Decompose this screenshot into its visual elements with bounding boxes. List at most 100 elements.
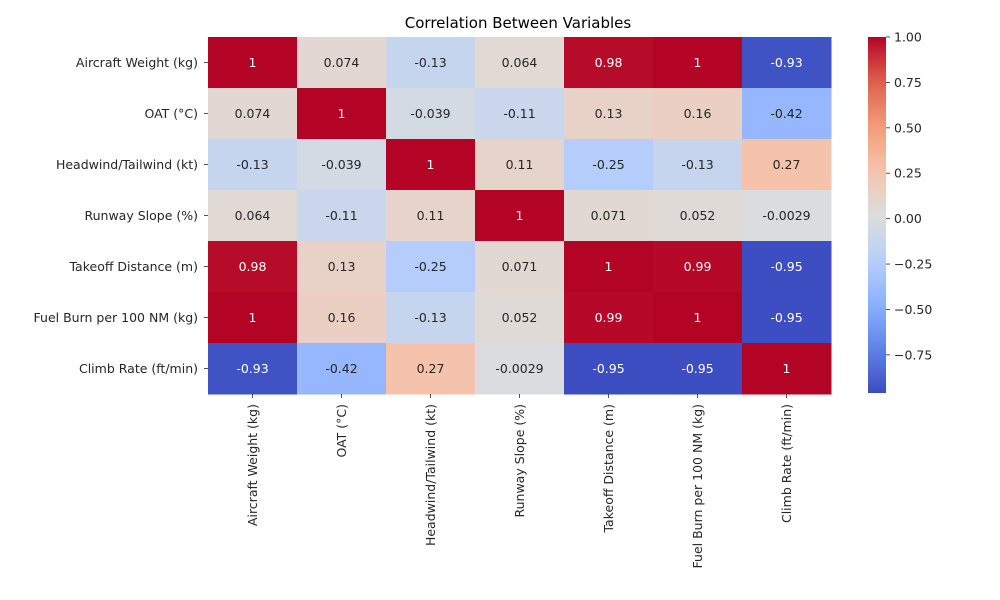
heatmap-cell xyxy=(742,190,832,242)
cell-value-label: 1 xyxy=(338,106,346,121)
heatmap-cell xyxy=(653,139,743,191)
heatmap-cell xyxy=(742,292,832,344)
cell-value-label: 0.13 xyxy=(328,259,356,274)
cell-value-label: 0.052 xyxy=(680,208,716,223)
cell-value-label: -0.13 xyxy=(414,55,446,70)
x-tick-label: Fuel Burn per 100 NM (kg) xyxy=(690,404,705,568)
cell-value-label: 1 xyxy=(249,310,257,325)
heatmap-cell xyxy=(297,292,387,344)
cell-value-label: 1 xyxy=(249,55,257,70)
cell-value-label: -0.93 xyxy=(236,361,268,376)
chart-title: Correlation Between Variables xyxy=(405,14,632,32)
cell-value-label: -0.039 xyxy=(410,106,450,121)
heatmap-cell xyxy=(386,292,476,344)
cell-value-label: 1 xyxy=(427,157,435,172)
heatmap-cell xyxy=(475,139,565,191)
heatmap-cell xyxy=(653,241,743,293)
x-tick-label: OAT (°C) xyxy=(334,404,349,458)
cell-value-label: 0.071 xyxy=(591,208,627,223)
cell-value-label: 0.074 xyxy=(324,55,360,70)
cell-value-label: 0.071 xyxy=(502,259,538,274)
cell-value-label: 1 xyxy=(783,361,791,376)
cell-value-label: -0.95 xyxy=(592,361,624,376)
heatmap-cell xyxy=(564,292,654,344)
heatmap-cell xyxy=(742,37,832,89)
heatmap-cell xyxy=(208,37,298,89)
heatmap-cell xyxy=(386,139,476,191)
cell-value-label: -0.93 xyxy=(770,55,802,70)
heatmap-cell xyxy=(742,241,832,293)
cell-value-label: -0.0029 xyxy=(495,361,543,376)
cell-value-label: 0.074 xyxy=(235,106,271,121)
colorbar: 1.00 0.75 0.50 0.25 0.00 −0.25 −0.50 −0.75 xyxy=(868,30,932,393)
heatmap-cell xyxy=(564,241,654,293)
colorbar-tick-label: 0.50 xyxy=(894,120,922,135)
cell-value-label: 0.27 xyxy=(773,157,801,172)
heatmap-cell xyxy=(475,241,565,293)
y-tick-label: OAT (°C) xyxy=(144,106,198,121)
heatmap-cell xyxy=(653,190,743,242)
heatmap-cell xyxy=(475,37,565,89)
x-tick-label: Aircraft Weight (kg) xyxy=(245,404,260,526)
cell-value-label: -0.42 xyxy=(770,106,802,121)
cell-value-label: -0.0029 xyxy=(762,208,810,223)
heatmap-cell xyxy=(653,292,743,344)
cell-value-label: 0.11 xyxy=(417,208,445,223)
heatmap-cell xyxy=(208,139,298,191)
heatmap-cell xyxy=(564,343,654,395)
heatmap-cell xyxy=(297,37,387,89)
heatmap-cell xyxy=(564,88,654,140)
heatmap-cell xyxy=(564,37,654,89)
cell-value-label: 0.11 xyxy=(506,157,534,172)
x-tick-label: Headwind/Tailwind (kt) xyxy=(423,404,438,546)
heatmap-cell xyxy=(208,241,298,293)
heatmap-cells: 1 0.074 -0.13 0.064 0.98 1 -0.93 0.074 1 -0.039 -0… xyxy=(208,37,832,395)
heatmap-cell xyxy=(742,139,832,191)
cell-value-label: 0.99 xyxy=(595,310,623,325)
heatmap-cell xyxy=(386,241,476,293)
cell-value-label: -0.11 xyxy=(503,106,535,121)
x-tick-label: Takeoff Distance (m) xyxy=(601,404,616,534)
cell-value-label: 0.98 xyxy=(239,259,267,274)
cell-value-label: -0.42 xyxy=(325,361,357,376)
heatmap-cell xyxy=(653,37,743,89)
heatmap-cell xyxy=(208,343,298,395)
y-tick-label: Fuel Burn per 100 NM (kg) xyxy=(34,310,198,325)
colorbar-tick-label: 0.75 xyxy=(894,75,922,90)
heatmap-cell xyxy=(564,190,654,242)
heatmap-cell xyxy=(475,343,565,395)
cell-value-label: 0.99 xyxy=(684,259,712,274)
colorbar-gradient xyxy=(868,37,886,393)
y-tick-label: Takeoff Distance (m) xyxy=(68,259,198,274)
colorbar-tick-label: 0.00 xyxy=(894,211,922,226)
y-tick-label: Headwind/Tailwind (kt) xyxy=(56,157,198,172)
cell-value-label: -0.95 xyxy=(770,259,802,274)
cell-value-label: 1 xyxy=(694,55,702,70)
cell-value-label: -0.95 xyxy=(681,361,713,376)
x-axis: Aircraft Weight (kg) OAT (°C) Headwind/Tai… xyxy=(245,394,794,568)
cell-value-label: 0.27 xyxy=(417,361,445,376)
cell-value-label: -0.13 xyxy=(236,157,268,172)
cell-value-label: -0.13 xyxy=(681,157,713,172)
heatmap-cell xyxy=(386,88,476,140)
heatmap-cell xyxy=(208,88,298,140)
cell-value-label: 0.98 xyxy=(595,55,623,70)
heatmap-cell xyxy=(297,190,387,242)
heatmap-cell xyxy=(564,139,654,191)
cell-value-label: -0.13 xyxy=(414,310,446,325)
cell-value-label: -0.95 xyxy=(770,310,802,325)
cell-value-label: -0.11 xyxy=(325,208,357,223)
heatmap-cell xyxy=(742,88,832,140)
cell-value-label: 1 xyxy=(516,208,524,223)
cell-value-label: 0.064 xyxy=(502,55,538,70)
cell-value-label: -0.039 xyxy=(321,157,361,172)
heatmap-cell xyxy=(475,292,565,344)
cell-value-label: -0.25 xyxy=(592,157,624,172)
colorbar-tick-label: −0.25 xyxy=(894,257,932,272)
x-tick-label: Climb Rate (ft/min) xyxy=(779,404,794,523)
heatmap-cell xyxy=(297,241,387,293)
heatmap-cell xyxy=(297,343,387,395)
cell-value-label: 0.052 xyxy=(502,310,538,325)
cell-value-label: 0.13 xyxy=(595,106,623,121)
